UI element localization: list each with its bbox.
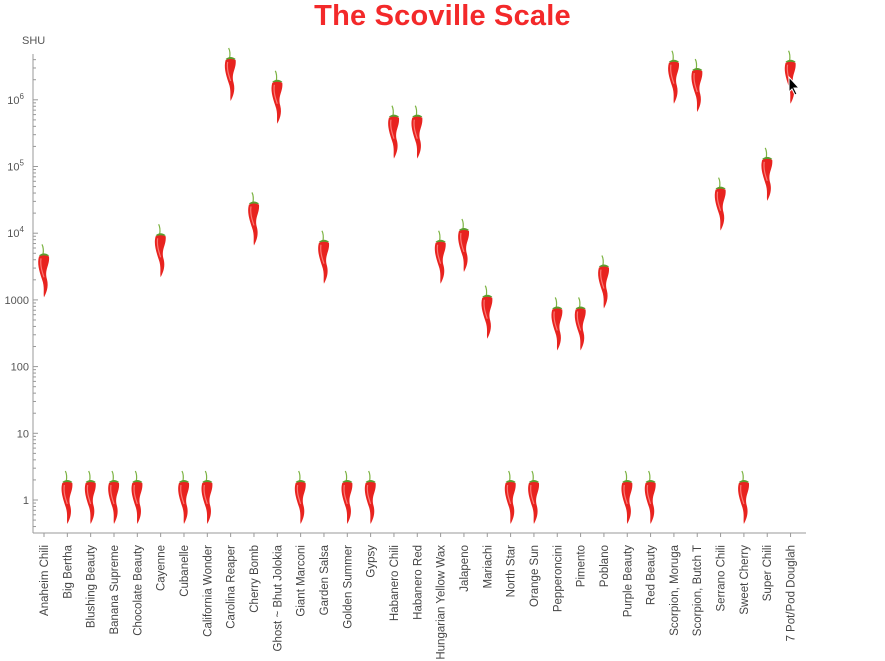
chili-pepper-icon <box>714 177 726 231</box>
x-tick-label: Super Chili <box>762 545 774 601</box>
x-tick-label: Pimento <box>576 545 588 587</box>
y-tick-label: 1 <box>23 495 29 507</box>
chili-pepper-icon <box>38 244 50 298</box>
x-tick-label: Mariachi <box>482 545 494 588</box>
x-tick-label: Anaheim Chili <box>39 545 51 616</box>
x-tick-label: Habanero Chili <box>389 545 401 621</box>
y-tick-label: 100 <box>11 362 29 374</box>
chili-pepper-icon <box>201 470 213 524</box>
chili-pepper-icon <box>528 470 540 524</box>
chili-pepper-icon <box>504 470 516 524</box>
chili-pepper-icon <box>411 105 423 159</box>
mouse-cursor-icon <box>788 75 801 96</box>
y-tick-label: 10 <box>17 428 29 440</box>
chili-pepper-icon <box>458 218 470 272</box>
chili-pepper-icon <box>154 224 166 278</box>
x-tick-label: Purple Beauty <box>622 545 634 617</box>
x-tick-label: Pepperoncini <box>552 545 564 612</box>
x-tick-label: Serrano Chili <box>716 545 728 611</box>
y-tick-label: 104 <box>7 225 24 240</box>
x-tick-label: Hungarian Yellow Wax <box>436 545 448 660</box>
chili-pepper-icon <box>341 470 353 524</box>
x-tick-label: Banana Supreme <box>109 545 121 635</box>
y-tick-label: 105 <box>7 159 24 174</box>
chili-pepper-icon <box>364 470 376 524</box>
x-tick-label: Giant Marconi <box>296 545 308 617</box>
chili-pepper-icon <box>388 105 400 159</box>
chili-pepper-icon <box>668 50 680 104</box>
y-axis-label: SHU <box>22 35 45 47</box>
x-tick-label: Cherry Bomb <box>249 545 261 613</box>
y-tick-label: 1000 <box>5 295 29 307</box>
chili-pepper-icon <box>178 470 190 524</box>
x-tick-label: Cayenne <box>156 545 168 591</box>
chili-pepper-icon <box>294 470 306 524</box>
x-tick-label: Jalapeno <box>459 545 471 592</box>
x-tick-label: Cubanelle <box>179 545 191 597</box>
x-tick-label: Habanero Red <box>412 545 424 620</box>
x-tick-label: Red Beauty <box>646 545 658 605</box>
chili-pepper-icon <box>61 470 73 524</box>
x-tick-label: Carolina Reaper <box>226 545 238 629</box>
chili-pepper-icon <box>644 470 656 524</box>
chili-pepper-icon <box>598 255 610 309</box>
chili-pepper-icon <box>434 230 446 284</box>
x-tick-label: Blushing Beauty <box>86 545 98 628</box>
x-tick-label: California Wonder <box>202 545 214 637</box>
chili-pepper-icon <box>761 147 773 201</box>
chili-pepper-icon <box>224 47 236 101</box>
chili-pepper-icon <box>108 470 120 524</box>
chili-pepper-icon <box>574 297 586 351</box>
x-tick-label: Chocolate Beauty <box>132 545 144 636</box>
x-tick-label: 7 Pot/Pod Douglah <box>786 545 798 642</box>
x-tick-label: Scorpion, Butch T <box>692 545 704 636</box>
x-tick-label: Golden Summer <box>342 545 354 629</box>
x-tick-label: Garden Salsa <box>319 544 331 615</box>
chili-pepper-icon <box>481 285 493 339</box>
chili-pepper-icon <box>248 192 260 246</box>
chili-pepper-icon <box>551 297 563 351</box>
chili-pepper-icon <box>621 470 633 524</box>
x-tick-label: Ghost ~ Bhut Jolokia <box>272 544 284 651</box>
chili-pepper-icon <box>131 470 143 524</box>
x-tick-label: Big Bertha <box>62 544 74 598</box>
chili-pepper-icon <box>271 70 283 124</box>
x-tick-label: Gypsy <box>366 545 378 578</box>
x-tick-label: Poblano <box>599 545 611 587</box>
chart-title: The Scoville Scale <box>314 0 571 32</box>
x-tick-label: Sweet Cherry <box>739 545 751 615</box>
chili-pepper-icon <box>784 50 796 104</box>
chili-pepper-icon <box>318 230 330 284</box>
y-tick-label: 106 <box>7 92 24 107</box>
x-tick-label: Scorpion, Moruga <box>669 544 681 635</box>
chili-pepper-icon <box>84 470 96 524</box>
x-tick-label: North Star <box>506 545 518 598</box>
x-tick-label: Orange Sun <box>529 545 541 607</box>
chili-pepper-icon <box>691 58 703 113</box>
chili-pepper-icon <box>738 470 750 524</box>
